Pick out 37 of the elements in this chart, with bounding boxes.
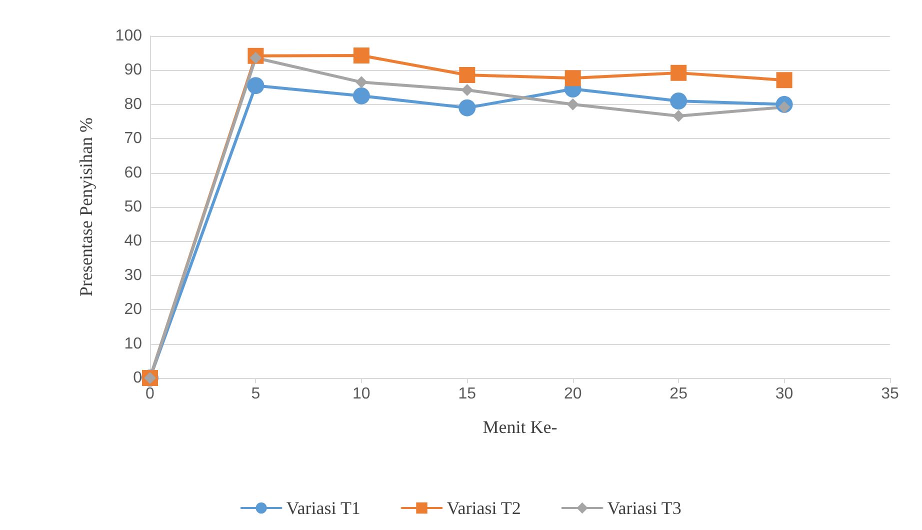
point [353, 47, 370, 64]
point [459, 66, 476, 83]
y-tick-label: 40 [124, 232, 142, 250]
x-tick-label: 15 [458, 386, 476, 402]
x-axis-title: Menit Ke- [482, 417, 558, 437]
x-tick-label: 35 [881, 386, 899, 402]
point [458, 99, 476, 116]
x-tick-label: 5 [251, 386, 260, 402]
x-tick-label: 25 [670, 386, 688, 402]
legend-label: Variasi T2 [446, 498, 521, 518]
point [247, 77, 264, 94]
y-tick-label: 50 [124, 198, 142, 216]
y-axis-title: Presentase Penyisihan % [76, 118, 96, 296]
y-tick-label: 10 [124, 335, 142, 352]
point [355, 76, 368, 88]
x-tick-label: 0 [146, 386, 155, 402]
y-tick-label: 30 [124, 266, 142, 284]
y-tick-label: 0 [133, 370, 142, 386]
point [352, 87, 370, 104]
legend-label: Variasi T1 [286, 498, 360, 518]
y-tick-label: 60 [124, 164, 142, 182]
x-tick-label: 10 [352, 386, 370, 402]
point [461, 84, 474, 96]
point [566, 98, 579, 110]
y-tick-label: 70 [124, 130, 142, 148]
point [670, 64, 687, 81]
point [672, 110, 685, 122]
x-tick-label: 20 [564, 386, 582, 402]
x-tick-label: 30 [775, 386, 794, 402]
legend-label: Variasi T3 [607, 498, 682, 518]
y-tick-label: 80 [124, 96, 142, 113]
y-tick-label: 90 [124, 62, 142, 79]
y-tick-label: 20 [124, 301, 142, 318]
point [564, 70, 581, 86]
point [776, 72, 792, 88]
y-tick-label: 100 [115, 28, 142, 44]
point [670, 92, 688, 110]
